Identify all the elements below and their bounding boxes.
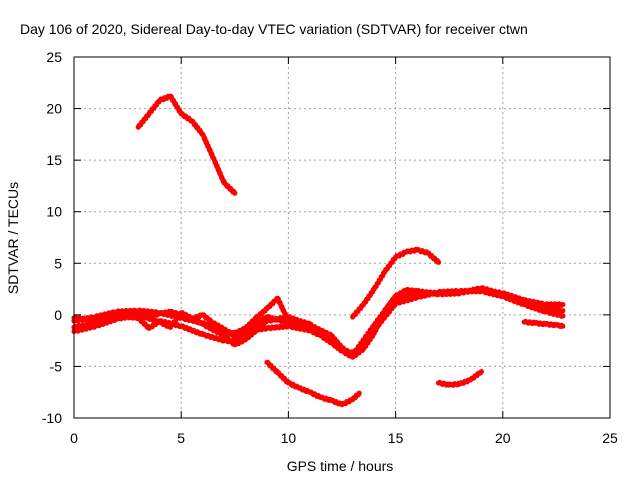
x-tick-label: 20: [495, 430, 511, 446]
data-point: [356, 390, 362, 396]
x-tick-label: 25: [602, 430, 618, 446]
data-point: [393, 293, 399, 299]
y-tick-label: 0: [54, 307, 62, 323]
y-tick-label: 5: [54, 255, 62, 271]
y-tick-label: 20: [46, 101, 62, 117]
grid-lines: [74, 57, 610, 418]
y-axis-label: SDTVAR / TECUs: [5, 182, 21, 294]
series-arc-f: [435, 368, 484, 388]
data-point: [560, 313, 566, 319]
x-tick-label: 10: [281, 430, 297, 446]
y-tick-label: 10: [46, 204, 62, 220]
series-arc-low: [264, 359, 362, 408]
x-tick-label: 5: [177, 430, 185, 446]
plot-frame: [73, 56, 611, 419]
tick-marks: [73, 56, 611, 419]
y-tick-label: 25: [46, 49, 62, 65]
data-point: [560, 323, 566, 329]
data-point: [232, 190, 238, 196]
y-tick-label: -5: [50, 358, 63, 374]
y-tick-label: -10: [42, 410, 62, 426]
data-point: [478, 368, 484, 375]
series-arc-e: [521, 318, 566, 330]
y-tick-labels: -10 -5 0 5 10 15 20 25: [42, 49, 62, 426]
series-arc-d: [71, 293, 399, 360]
y-tick-label: 15: [46, 152, 62, 168]
data-points: [71, 93, 566, 408]
data-point: [560, 301, 566, 308]
x-tick-label: 15: [388, 430, 404, 446]
data-point: [560, 308, 566, 314]
chart-title: Day 106 of 2020, Sidereal Day-to-day VTE…: [20, 21, 528, 37]
series-arc-rise: [350, 246, 442, 320]
series-arc-high: [135, 93, 238, 196]
data-point: [435, 259, 442, 265]
x-tick-label: 0: [70, 430, 78, 446]
x-tick-labels: 0 5 10 15 20 25: [70, 430, 618, 446]
x-axis-label: GPS time / hours: [287, 458, 394, 474]
